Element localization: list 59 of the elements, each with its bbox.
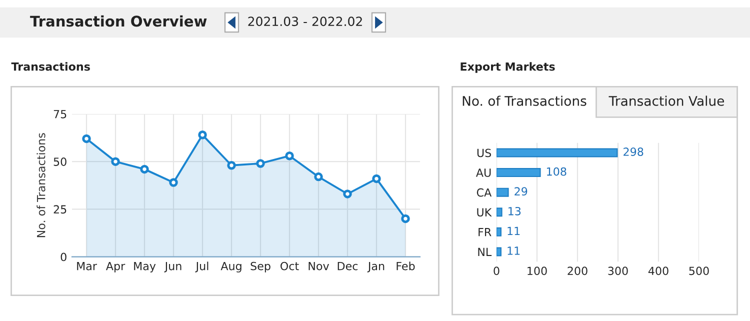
point bbox=[285, 151, 294, 160]
x-tick-label: Apr bbox=[106, 262, 126, 272]
data-label: 108 bbox=[547, 167, 566, 176]
y-tick-label: 25 bbox=[54, 205, 66, 214]
point bbox=[314, 172, 323, 182]
y-tick-label: 75 bbox=[54, 110, 66, 118]
y-tick-label: FR bbox=[478, 228, 492, 236]
x-tick-label: May bbox=[134, 262, 156, 272]
point bbox=[256, 159, 265, 168]
x-tick-label: Jan bbox=[367, 262, 384, 272]
x-tick-label: 200 bbox=[568, 266, 588, 276]
y-tick-label: AU bbox=[476, 168, 491, 177]
y-tick-label: CA bbox=[476, 188, 492, 197]
x-tick-label: 100 bbox=[528, 266, 547, 276]
text: Transaction Value bbox=[608, 96, 724, 106]
point bbox=[372, 174, 381, 184]
point bbox=[140, 164, 149, 174]
y-tick-label: US bbox=[477, 148, 492, 158]
point bbox=[169, 178, 178, 187]
x-tick-label: 0 bbox=[494, 266, 500, 276]
y-tick-label: 0 bbox=[60, 252, 66, 262]
x-tick-label: Aug bbox=[220, 262, 242, 272]
point bbox=[82, 134, 91, 144]
x-tick-label: Sep bbox=[250, 262, 270, 272]
x-tick-label: 400 bbox=[648, 266, 668, 276]
bar bbox=[496, 188, 509, 197]
point bbox=[198, 130, 207, 140]
text: 2021.03 - 2022.02 bbox=[248, 16, 362, 26]
chart-title: Transactions bbox=[11, 62, 90, 71]
data-label: 11 bbox=[508, 226, 520, 235]
x-tick-label: Mar bbox=[77, 262, 97, 270]
bar bbox=[496, 208, 502, 217]
x-tick-label: Jul bbox=[195, 262, 208, 272]
x-tick-label: Feb bbox=[396, 262, 415, 270]
text: No. of Transactions bbox=[462, 96, 586, 106]
point bbox=[227, 161, 236, 170]
chart-title: Export Markets bbox=[460, 62, 555, 73]
point bbox=[401, 214, 410, 224]
data-label: 13 bbox=[508, 206, 521, 216]
bar bbox=[496, 247, 502, 256]
bar bbox=[496, 227, 502, 236]
data-label: 29 bbox=[514, 187, 528, 196]
data-label: 298 bbox=[624, 148, 644, 156]
x-tick-label: 500 bbox=[689, 266, 709, 276]
bar bbox=[496, 148, 618, 158]
bar bbox=[496, 168, 541, 178]
x-tick-label: Nov bbox=[308, 262, 330, 270]
point bbox=[111, 157, 120, 166]
x-tick-label: Oct bbox=[280, 262, 299, 270]
y-tick-label: NL bbox=[478, 248, 492, 256]
text: Transaction Overview bbox=[30, 15, 207, 27]
data-label: 11 bbox=[508, 246, 520, 255]
point bbox=[343, 190, 352, 198]
y-tick-label: 50 bbox=[54, 158, 66, 166]
y-tick-label: UK bbox=[477, 208, 492, 217]
x-tick-label: Jun bbox=[164, 262, 182, 272]
y-axis-title: No. of Transactions bbox=[36, 133, 46, 238]
x-tick-label: 300 bbox=[608, 266, 628, 276]
x-tick-label: Dec bbox=[338, 262, 358, 270]
